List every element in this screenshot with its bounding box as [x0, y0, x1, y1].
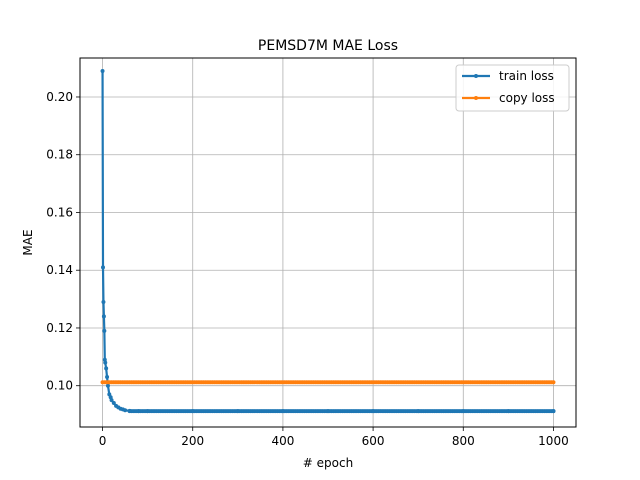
x-tick-label: 0: [99, 434, 107, 448]
data-point: [104, 366, 109, 371]
x-tick-label: 400: [271, 434, 294, 448]
data-point: [102, 328, 107, 333]
data-point: [105, 383, 110, 388]
data-point: [101, 299, 106, 304]
y-tick-label: 0.16: [46, 205, 73, 219]
chart-title: PEMSD7M MAE Loss: [258, 38, 398, 54]
y-tick-label: 0.20: [46, 90, 73, 104]
data-point: [111, 401, 116, 406]
series-layer: [100, 68, 556, 414]
data-point: [109, 398, 114, 403]
data-point: [101, 314, 106, 319]
y-axis-label: MAE: [21, 229, 35, 255]
legend-label-copy-loss: copy loss: [499, 91, 555, 105]
data-point: [103, 360, 108, 365]
data-point: [551, 409, 556, 414]
series-copy-loss: [100, 380, 556, 385]
y-tick-label: 0.14: [46, 263, 73, 277]
x-axis-label: # epoch: [303, 456, 353, 470]
legend-marker-copy-loss: [474, 96, 478, 100]
x-tick-label: 600: [362, 434, 385, 448]
plot-frame: [79, 57, 577, 428]
x-tick-label: 200: [181, 434, 204, 448]
y-tick-label: 0.12: [46, 321, 73, 335]
data-point: [123, 408, 128, 413]
data-point: [105, 375, 110, 380]
legend: train loss copy loss: [455, 64, 570, 112]
y-tick-label: 0.18: [46, 148, 73, 162]
series-train-loss: [100, 68, 556, 414]
grid-lines: [80, 58, 576, 427]
x-tick-label: 1000: [538, 434, 569, 448]
axes: 0 200 400 600 800 1000 0.10 0.12 0.14 0.16 0.18 0.2…: [46, 90, 568, 448]
data-point: [100, 265, 105, 270]
legend-label-train-loss: train loss: [499, 69, 554, 83]
y-tick-label: 0.10: [46, 379, 73, 393]
data-point: [100, 68, 105, 73]
legend-marker-train-loss: [474, 74, 478, 78]
x-tick-label: 800: [452, 434, 475, 448]
data-point: [551, 380, 556, 385]
